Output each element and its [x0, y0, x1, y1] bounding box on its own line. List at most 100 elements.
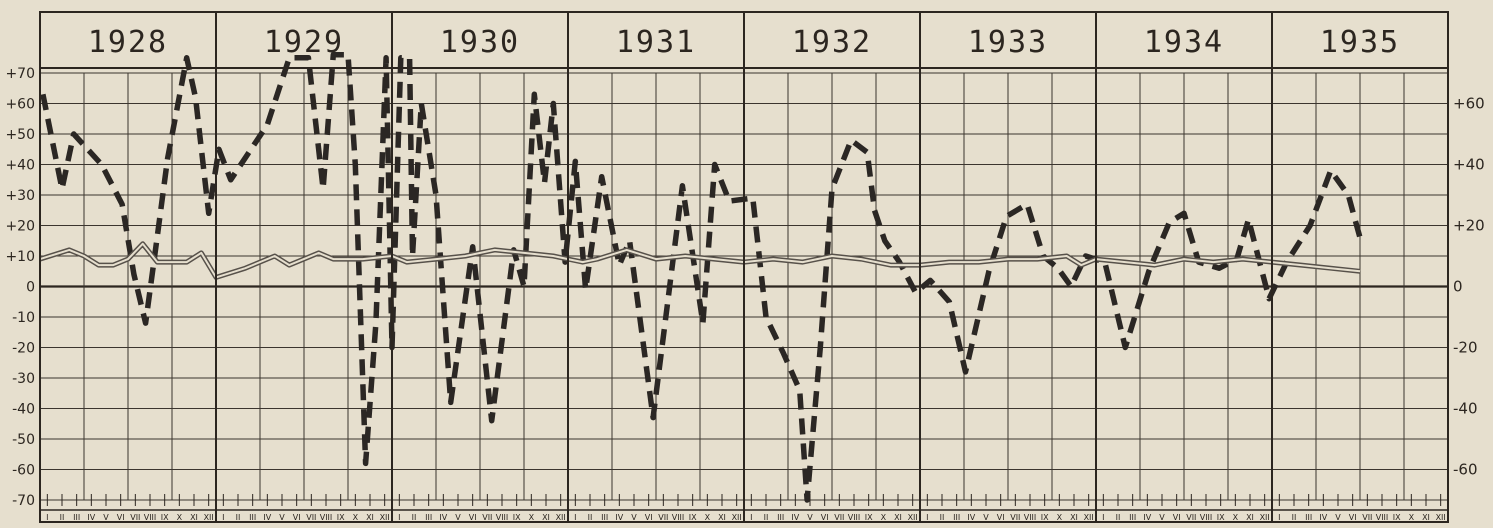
month-label: VII: [658, 513, 668, 522]
month-label: VII: [306, 513, 316, 522]
month-label: IX: [161, 513, 169, 522]
month-label: XII: [732, 513, 742, 522]
frame: [39, 11, 1449, 523]
month-label: V: [279, 513, 285, 522]
month-label: IX: [689, 513, 697, 522]
month-label: IV: [967, 513, 975, 522]
month-label: II: [412, 513, 417, 522]
month-label: IX: [1217, 513, 1225, 522]
month-label: XII: [556, 513, 566, 522]
y-tick-left: -20: [12, 341, 35, 357]
month-label: II: [1292, 513, 1297, 522]
month-label: IX: [1393, 513, 1401, 522]
month-label: IX: [865, 513, 873, 522]
month-label: VIII: [496, 513, 509, 522]
month-label: X: [881, 513, 887, 522]
month-label: VII: [482, 513, 492, 522]
month-label: XII: [908, 513, 918, 522]
y-tick-left: +10: [5, 249, 35, 265]
month-label: V: [1159, 513, 1165, 522]
y-tick-left: -50: [12, 432, 35, 448]
month-label: V: [631, 513, 637, 522]
year-label-1928: 1928: [88, 25, 168, 60]
month-label: VIII: [144, 513, 157, 522]
month-label: XII: [1436, 513, 1446, 522]
month-label: V: [1335, 513, 1341, 522]
month-label: IV: [87, 513, 95, 522]
month-label: X: [1233, 513, 1239, 522]
year-label-1934: 1934: [1144, 25, 1224, 60]
month-label: V: [103, 513, 109, 522]
month-label: I: [750, 513, 752, 522]
month-label: II: [588, 513, 593, 522]
month-label: IV: [791, 513, 799, 522]
month-label: V: [983, 513, 989, 522]
month-label: XI: [366, 513, 374, 522]
month-label: II: [764, 513, 769, 522]
month-label: XI: [1070, 513, 1078, 522]
month-label: VIII: [1376, 513, 1389, 522]
month-label: IV: [1143, 513, 1151, 522]
y-tick-left: +20: [5, 219, 35, 235]
month-label: VI: [1173, 513, 1181, 522]
month-label: III: [73, 513, 80, 522]
month-label: X: [705, 513, 711, 522]
month-label: V: [455, 513, 461, 522]
month-label: XI: [1422, 513, 1430, 522]
y-tick-left: +50: [5, 127, 35, 143]
y-tick-left: -30: [12, 371, 35, 387]
month-label: IV: [615, 513, 623, 522]
month-label: I: [574, 513, 576, 522]
month-label: I: [1102, 513, 1104, 522]
y-tick-right: +20: [1453, 217, 1485, 235]
month-label: XI: [894, 513, 902, 522]
month-label: I: [398, 513, 400, 522]
month-label: VI: [469, 513, 477, 522]
y-tick-right: +40: [1453, 156, 1485, 174]
month-label: II: [60, 513, 65, 522]
y-tick-right: -60: [1453, 461, 1478, 479]
y-tick-left: -40: [12, 402, 35, 418]
month-label: VIII: [320, 513, 333, 522]
month-label: II: [236, 513, 241, 522]
month-label: II: [1116, 513, 1121, 522]
month-label: III: [249, 513, 256, 522]
y-tick-left: -70: [12, 493, 35, 509]
month-label: IX: [1041, 513, 1049, 522]
month-label: I: [926, 513, 928, 522]
month-label: III: [777, 513, 784, 522]
y-tick-left: +70: [5, 66, 35, 82]
month-label: VIII: [848, 513, 861, 522]
month-label: VII: [130, 513, 140, 522]
month-label: VIII: [1200, 513, 1213, 522]
month-label: VII: [834, 513, 844, 522]
labels: 1928 1929 1930 1931 1932 1933 1934 1935 +70 +60 +5…: [5, 25, 1484, 522]
month-label: III: [1129, 513, 1136, 522]
month-label: XI: [718, 513, 726, 522]
month-label: XI: [542, 513, 550, 522]
month-label: III: [425, 513, 432, 522]
month-label: IV: [439, 513, 447, 522]
y-tick-right: +60: [1453, 95, 1485, 113]
y-tick-left: 0: [26, 280, 35, 296]
month-label: VII: [1362, 513, 1372, 522]
y-tick-left: +60: [5, 97, 35, 113]
month-label: VI: [997, 513, 1005, 522]
month-label: VI: [1349, 513, 1357, 522]
month-label: VI: [821, 513, 829, 522]
month-label: XII: [1260, 513, 1270, 522]
month-label: X: [1057, 513, 1063, 522]
month-label: III: [1305, 513, 1312, 522]
year-label-1935: 1935: [1320, 25, 1400, 60]
year-label-1933: 1933: [968, 25, 1048, 60]
month-label: I: [1278, 513, 1280, 522]
month-label: XII: [1084, 513, 1094, 522]
month-label: IX: [513, 513, 521, 522]
year-label-1930: 1930: [440, 25, 520, 60]
month-label: XI: [1246, 513, 1254, 522]
month-label: IV: [1319, 513, 1327, 522]
month-label: X: [353, 513, 359, 522]
y-tick-right: 0: [1453, 278, 1463, 296]
